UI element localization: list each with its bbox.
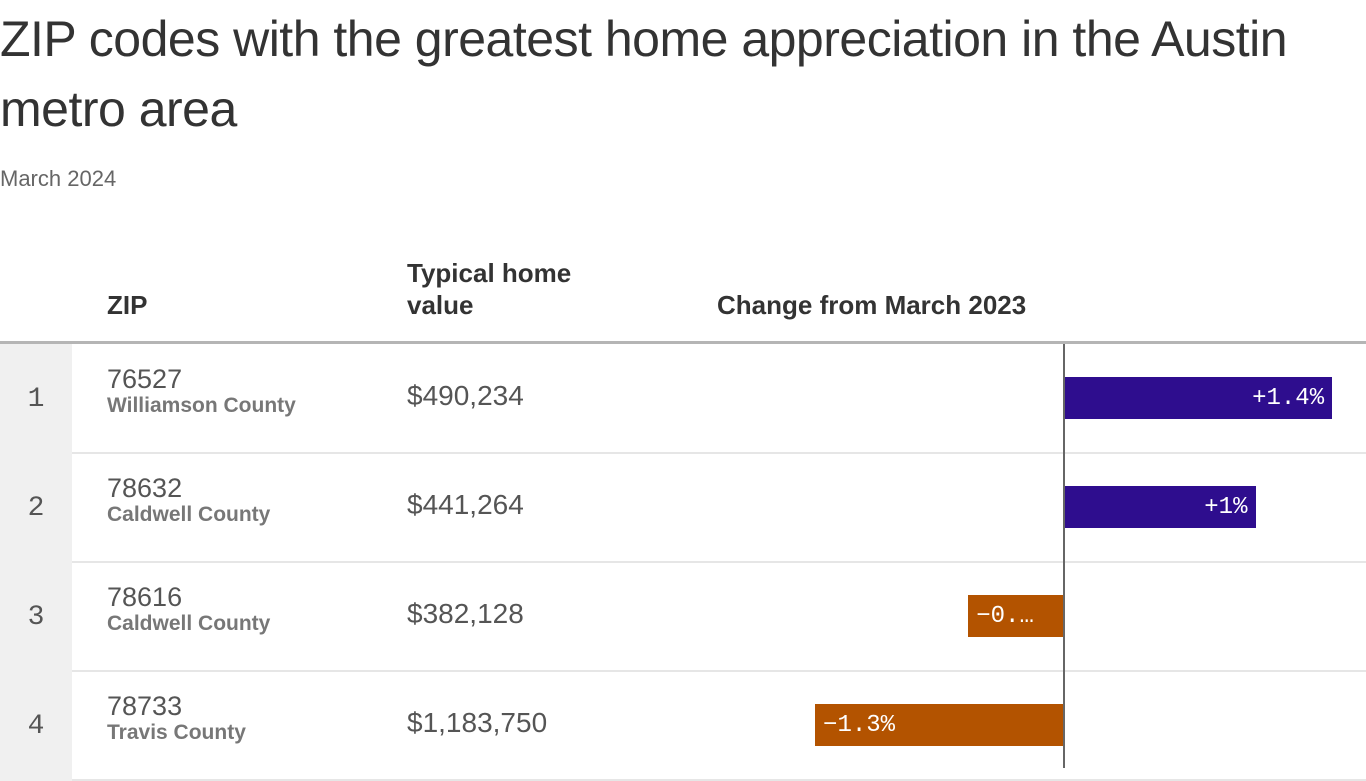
table-row: 4 78733 Travis County $1,183,750 −1.3% [0, 671, 1366, 781]
table-row: 2 78632 Caldwell County $441,264 +1% [0, 453, 1366, 563]
change-label: +1% [1204, 493, 1248, 521]
county: Caldwell County [107, 503, 271, 526]
zero-axis [1063, 344, 1065, 768]
chart-subtitle: March 2024 [0, 166, 117, 191]
county: Williamson County [107, 394, 296, 417]
table-row: 3 78616 Caldwell County $382,128 −0.… [0, 562, 1366, 672]
table-row: 1 76527 Williamson County $490,234 +1.4% [0, 344, 1366, 454]
column-header-value: Typical home value [407, 258, 572, 320]
change-bar: +1% [1064, 486, 1256, 528]
column-header-zip: ZIP [107, 290, 148, 320]
change-bar: +1.4% [1064, 377, 1333, 419]
rank: 1 [0, 344, 72, 454]
zip-code: 78632 [107, 473, 183, 503]
change-bar: −0.… [968, 595, 1064, 637]
rank: 2 [0, 453, 72, 563]
change-label: −0.… [976, 602, 1034, 630]
header-divider [0, 341, 1366, 344]
zip-code: 78733 [107, 691, 183, 721]
chart-title: ZIP codes with the greatest home appreci… [0, 11, 1288, 137]
change-bar: −1.3% [815, 704, 1064, 746]
county: Caldwell County [107, 612, 271, 635]
home-value: $1,183,750 [407, 707, 548, 738]
rank: 3 [0, 562, 72, 672]
rank: 4 [0, 671, 72, 781]
county: Travis County [107, 721, 246, 744]
home-value: $441,264 [407, 489, 524, 520]
home-value: $490,234 [407, 380, 524, 411]
home-value: $382,128 [407, 598, 524, 629]
column-header-change: Change from March 2023 [717, 290, 1027, 320]
zip-code: 76527 [107, 364, 183, 394]
change-label: +1.4% [1252, 384, 1325, 412]
change-label: −1.3% [823, 711, 896, 739]
zip-code: 78616 [107, 582, 183, 612]
